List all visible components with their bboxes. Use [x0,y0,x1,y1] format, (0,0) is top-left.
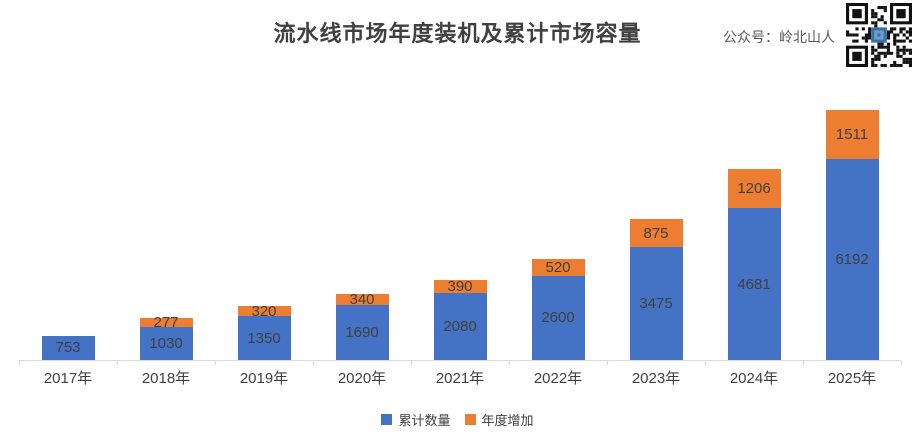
chart-legend: 累计数量 年度增加 [0,410,915,429]
bar-segment-cumulative: 3475 [629,247,683,360]
x-axis-label: 2019年 [239,370,289,387]
legend-label: 年度增加 [481,413,534,428]
chart-title: 流水线市场年度装机及累计市场容量 [273,21,642,46]
bar-value-label: 2600 [541,309,575,327]
bar-value-label: 1511 [835,126,869,144]
bar-value-label: 320 [251,302,277,320]
x-axis-tick [705,361,706,365]
bar-value-label: 520 [545,258,571,276]
bar-segment-cumulative: 2600 [531,275,585,360]
wechat-account-label: 公众号：岭北山人 [723,29,835,45]
x-axis-tick [313,361,314,365]
x-axis-label: 2018年 [141,370,191,387]
bar-value-label: 4681 [737,275,771,293]
bar-value-label: 2080 [443,317,477,335]
bar-value-label: 3475 [639,295,673,313]
legend-swatch [464,414,476,425]
bar-value-label: 875 [643,224,669,242]
x-axis-line [19,360,901,361]
bar-value-label: 1350 [247,329,281,347]
bar-value-label: 753 [55,339,81,357]
x-axis-tick [117,361,118,365]
x-axis-tick [509,361,510,365]
x-axis-label: 2017年 [43,370,93,387]
bar-segment-annual: 1511 [825,110,879,160]
bar-value-label: 1030 [149,334,183,352]
bar-segment-cumulative: 2080 [433,292,487,360]
bar-segment-annual: 520 [531,258,585,276]
x-axis-label: 2020年 [337,370,387,387]
bar-value-label: 390 [447,277,473,295]
bar-segment-cumulative: 6192 [825,159,879,360]
bar-value-label: 6192 [835,251,869,269]
bar-segment-annual: 875 [629,219,683,248]
x-axis-tick [215,361,216,365]
bar-segment-annual: 340 [335,291,389,309]
bar-value-label: 277 [153,313,179,331]
bar-segment-annual: 390 [433,277,487,295]
bar-value-label: 1690 [345,324,379,342]
x-axis-tick [901,361,902,365]
bar-segment-annual: 277 [139,313,193,331]
legend-label: 累计数量 [398,413,451,428]
bar-segment-annual: 1206 [727,169,781,209]
legend-item: 累计数量 [381,410,451,429]
bar-value-label: 1206 [737,180,771,198]
bar-segment-annual: 320 [237,302,291,320]
x-axis-tick [19,361,20,365]
bar-segment-cumulative: 1350 [237,316,291,360]
x-axis-tick [607,361,608,365]
x-axis-label: 2023年 [631,370,681,387]
legend-swatch [381,414,393,425]
x-axis-label: 2024年 [729,370,779,387]
x-axis-tick [803,361,804,365]
x-axis-label: 2021年 [435,370,485,387]
bar-segment-cumulative: 4681 [727,208,781,360]
x-axis-label: 2022年 [533,370,583,387]
bar-segment-cumulative: 753 [41,335,95,360]
x-axis-label: 2025年 [827,370,877,387]
qr-code-icon [846,3,912,67]
bar-segment-cumulative: 1690 [335,305,389,360]
bar-value-label: 340 [349,291,375,309]
legend-item: 年度增加 [464,410,534,429]
bar-segment-cumulative: 1030 [139,326,193,360]
x-axis-tick [411,361,412,365]
